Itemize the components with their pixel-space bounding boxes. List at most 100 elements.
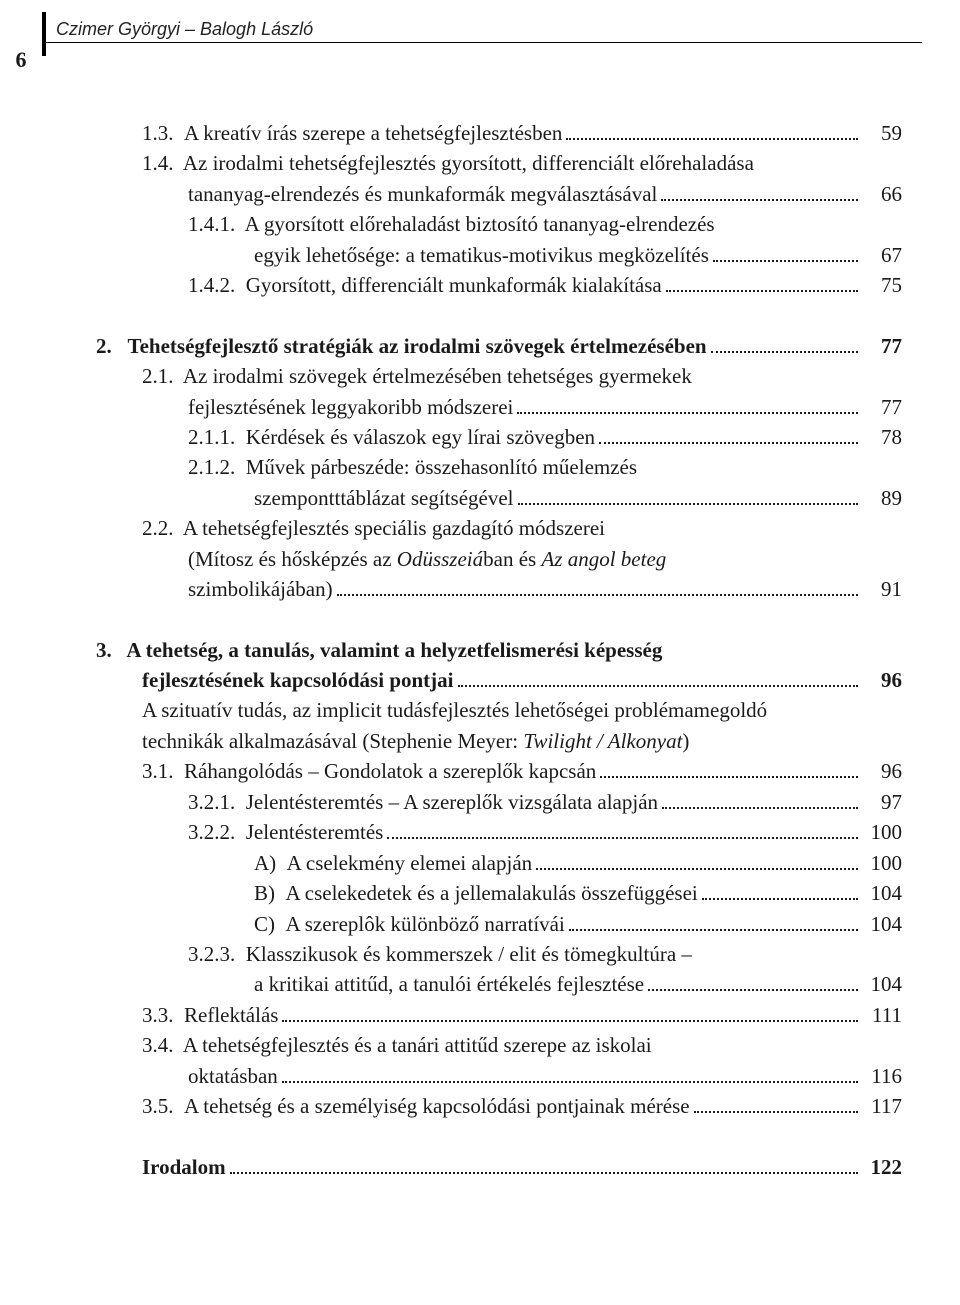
toc-num: C): [254, 909, 286, 939]
toc-leader: [600, 776, 858, 778]
toc-leader: [702, 898, 858, 900]
toc-num: 1.3.: [142, 118, 184, 148]
toc-num: 3.2.2.: [188, 817, 246, 847]
toc-block-1: 1.3. A kreatív írás szerepe a tehetségfe…: [96, 118, 902, 301]
page-number: 6: [0, 44, 42, 76]
toc-num: 3.2.1.: [188, 787, 246, 817]
toc-entry-cont: fejlesztésének leggyakoribb módszerei 77: [96, 392, 902, 422]
toc-leader: [599, 442, 858, 444]
toc-text: A tehetség, a tanulás, valamint a helyze…: [126, 638, 662, 662]
toc-entry-cont: szempontttáblázat segítségével 89: [96, 483, 902, 513]
toc-text: oktatásban: [188, 1061, 278, 1091]
toc-text: a kritikai attitűd, a tanulói értékelés …: [254, 969, 644, 999]
toc-entry: 3. A tehetség, a tanulás, valamint a hel…: [96, 635, 902, 665]
toc-entry-cont: szimbolikájában) 91: [96, 574, 902, 604]
header-underline: [42, 42, 922, 43]
toc-text: Kérdések és válaszok egy lírai szövegben: [246, 422, 595, 452]
toc-page: 67: [862, 240, 902, 270]
toc-text: (Mítosz és hősképzés az: [188, 547, 397, 571]
toc-text: A cselekedetek és a jellemalakulás össze…: [286, 878, 698, 908]
toc-text: tananyag-elrendezés és munkaformák megvá…: [188, 179, 657, 209]
toc-text: A gyorsított előrehaladást biztosító tan…: [245, 212, 715, 236]
toc-page: 66: [862, 179, 902, 209]
toc-entry: 2. Tehetségfejlesztő stratégiák az iroda…: [96, 331, 902, 361]
toc-page: 77: [862, 392, 902, 422]
toc-page: 122: [862, 1152, 902, 1182]
toc-entry-cont: oktatásban 116: [96, 1061, 902, 1091]
toc-text: Irodalom: [142, 1152, 226, 1182]
toc-entry: 1.4.1. A gyorsított előrehaladást biztos…: [96, 209, 902, 239]
toc-leader: [711, 351, 858, 353]
toc-entry: B) A cselekedetek és a jellemalakulás ös…: [96, 878, 902, 908]
toc-page: 116: [862, 1061, 902, 1091]
toc-num: 2.1.2.: [188, 455, 246, 479]
toc-note: technikák alkalmazásával (Stephenie Meye…: [96, 726, 902, 756]
toc-leader: [713, 260, 858, 262]
toc-leader: [282, 1020, 858, 1022]
toc-page: 91: [862, 574, 902, 604]
toc-entry: 2.1. Az irodalmi szövegek értelmezésében…: [96, 361, 902, 391]
toc-num: 3.4.: [142, 1033, 183, 1057]
toc-num: 1.4.1.: [188, 212, 245, 236]
toc-entry: 3.3. Reflektálás 111: [96, 1000, 902, 1030]
toc-page: 96: [862, 756, 902, 786]
header-authors: Czimer Györgyi – Balogh László: [56, 16, 313, 42]
toc-entry-irodalom: Irodalom 122: [96, 1152, 902, 1182]
toc-leader: [458, 685, 859, 687]
toc-entry: 1.3. A kreatív írás szerepe a tehetségfe…: [96, 118, 902, 148]
toc-text: fejlesztésének leggyakoribb módszerei: [188, 392, 513, 422]
toc-entry: C) A szereplôk különböző narratívái 104: [96, 909, 902, 939]
toc-leader: [518, 503, 859, 505]
toc-leader: [282, 1081, 858, 1083]
toc-entry: 1.4.2. Gyorsított, differenciált munkafo…: [96, 270, 902, 300]
toc-page: 96: [862, 665, 902, 695]
toc-leader: [662, 807, 858, 809]
toc-entry-cont: tananyag-elrendezés és munkaformák megvá…: [96, 179, 902, 209]
toc-block-2: 2. Tehetségfejlesztő stratégiák az iroda…: [96, 331, 902, 605]
toc-text: A szereplôk különböző narratívái: [286, 909, 565, 939]
toc-entry: 3.2.3. Klasszikusok és kommerszek / elit…: [96, 939, 902, 969]
toc-text: A tehetség és a személyiség kapcsolódási…: [184, 1091, 690, 1121]
toc-num: 3.1.: [142, 756, 184, 786]
toc-text: Jelentésteremtés – A szereplők vizsgálat…: [246, 787, 658, 817]
toc-num: 2.1.: [142, 364, 183, 388]
toc-num: B): [254, 878, 286, 908]
toc-text: Tehetségfejlesztő stratégiák az irodalmi…: [128, 331, 707, 361]
toc-content: 1.3. A kreatív írás szerepe a tehetségfe…: [96, 118, 902, 1182]
toc-entry: 3.1. Ráhangolódás – Gondolatok a szerepl…: [96, 756, 902, 786]
toc-page: 97: [862, 787, 902, 817]
toc-entry: A) A cselekmény elemei alapján 100: [96, 848, 902, 878]
toc-text: ban és: [483, 547, 541, 571]
toc-entry-cont: fejlesztésének kapcsolódási pontjai 96: [96, 665, 902, 695]
toc-page: 104: [862, 878, 902, 908]
toc-num: 1.4.2.: [188, 270, 246, 300]
toc-text: A cselekmény elemei alapján: [287, 848, 532, 878]
toc-entry: 3.2.2. Jelentésteremtés 100: [96, 817, 902, 847]
toc-leader: [230, 1172, 858, 1174]
toc-text: technikák alkalmazásával (Stephenie Meye…: [142, 729, 523, 753]
toc-page: 77: [862, 331, 902, 361]
toc-leader: [566, 138, 858, 140]
toc-page: 75: [862, 270, 902, 300]
toc-entry-cont: a kritikai attitűd, a tanulói értékelés …: [96, 969, 902, 999]
toc-leader: [694, 1111, 858, 1113]
toc-num: A): [254, 848, 287, 878]
toc-page: 100: [862, 848, 902, 878]
toc-num: 3.: [96, 638, 126, 662]
toc-num: 2.1.1.: [188, 422, 246, 452]
toc-entry: 3.4. A tehetségfejlesztés és a tanári at…: [96, 1030, 902, 1060]
toc-num: 3.5.: [142, 1091, 184, 1121]
toc-num: 3.2.3.: [188, 942, 246, 966]
toc-page: 89: [862, 483, 902, 513]
toc-text: Jelentésteremtés: [246, 817, 384, 847]
toc-text: Az irodalmi tehetségfejlesztés gyorsítot…: [183, 151, 754, 175]
toc-text: ): [682, 729, 689, 753]
toc-text: Művek párbeszéde: összehasonlító műelemz…: [246, 455, 637, 479]
toc-text: A kreatív írás szerepe a tehetségfejlesz…: [184, 118, 562, 148]
toc-text: Reflektálás: [184, 1000, 278, 1030]
toc-text: A tehetségfejlesztés speciális gazdagító…: [183, 516, 605, 540]
toc-leader: [661, 199, 858, 201]
toc-num: 3.3.: [142, 1000, 184, 1030]
toc-leader: [569, 929, 858, 931]
toc-entry: 3.2.1. Jelentésteremtés – A szereplők vi…: [96, 787, 902, 817]
